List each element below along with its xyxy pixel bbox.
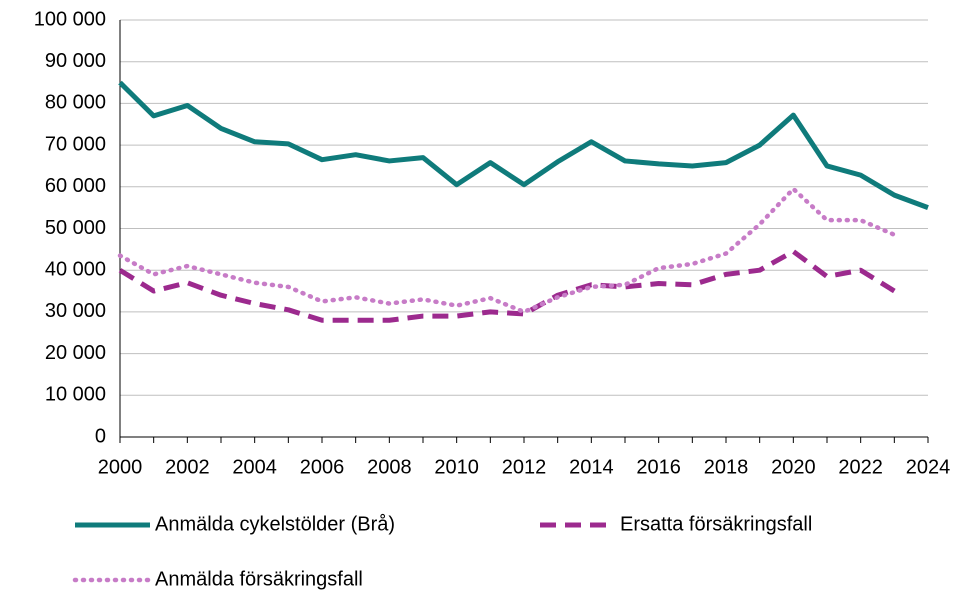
y-tick-label: 20 000 (45, 342, 106, 364)
series-line (118, 248, 896, 323)
y-tick-label: 30 000 (45, 300, 106, 322)
y-tick-label: 90 000 (45, 50, 106, 72)
x-tick-label: 2012 (502, 456, 547, 478)
x-tick-label: 2006 (300, 456, 345, 478)
series-line (117, 186, 897, 315)
x-tick-label: 2016 (636, 456, 681, 478)
y-tick-label: 70 000 (45, 133, 106, 155)
y-tick-label: 10 000 (45, 384, 106, 406)
series-line (118, 80, 929, 210)
x-tick-label: 2020 (771, 456, 816, 478)
legend-label: Anmälda cykelstölder (Brå) (155, 513, 395, 535)
legend-label: Anmälda försäkringsfall (155, 568, 363, 590)
legend-label: Ersatta försäkringsfall (620, 513, 812, 535)
y-tick-label: 0 (95, 425, 106, 447)
y-tick-label: 50 000 (45, 217, 106, 239)
x-tick-label: 2010 (434, 456, 479, 478)
y-tick-label: 40 000 (45, 258, 106, 280)
x-tick-label: 2000 (98, 456, 143, 478)
x-tick-label: 2022 (838, 456, 883, 478)
x-tick-label: 2024 (906, 456, 951, 478)
x-tick-label: 2018 (704, 456, 749, 478)
x-tick-label: 2008 (367, 456, 412, 478)
x-tick-label: 2002 (165, 456, 210, 478)
y-tick-label: 100 000 (34, 8, 106, 30)
y-tick-label: 80 000 (45, 92, 106, 114)
x-tick-label: 2004 (232, 456, 277, 478)
y-tick-label: 60 000 (45, 175, 106, 197)
x-tick-label: 2014 (569, 456, 614, 478)
